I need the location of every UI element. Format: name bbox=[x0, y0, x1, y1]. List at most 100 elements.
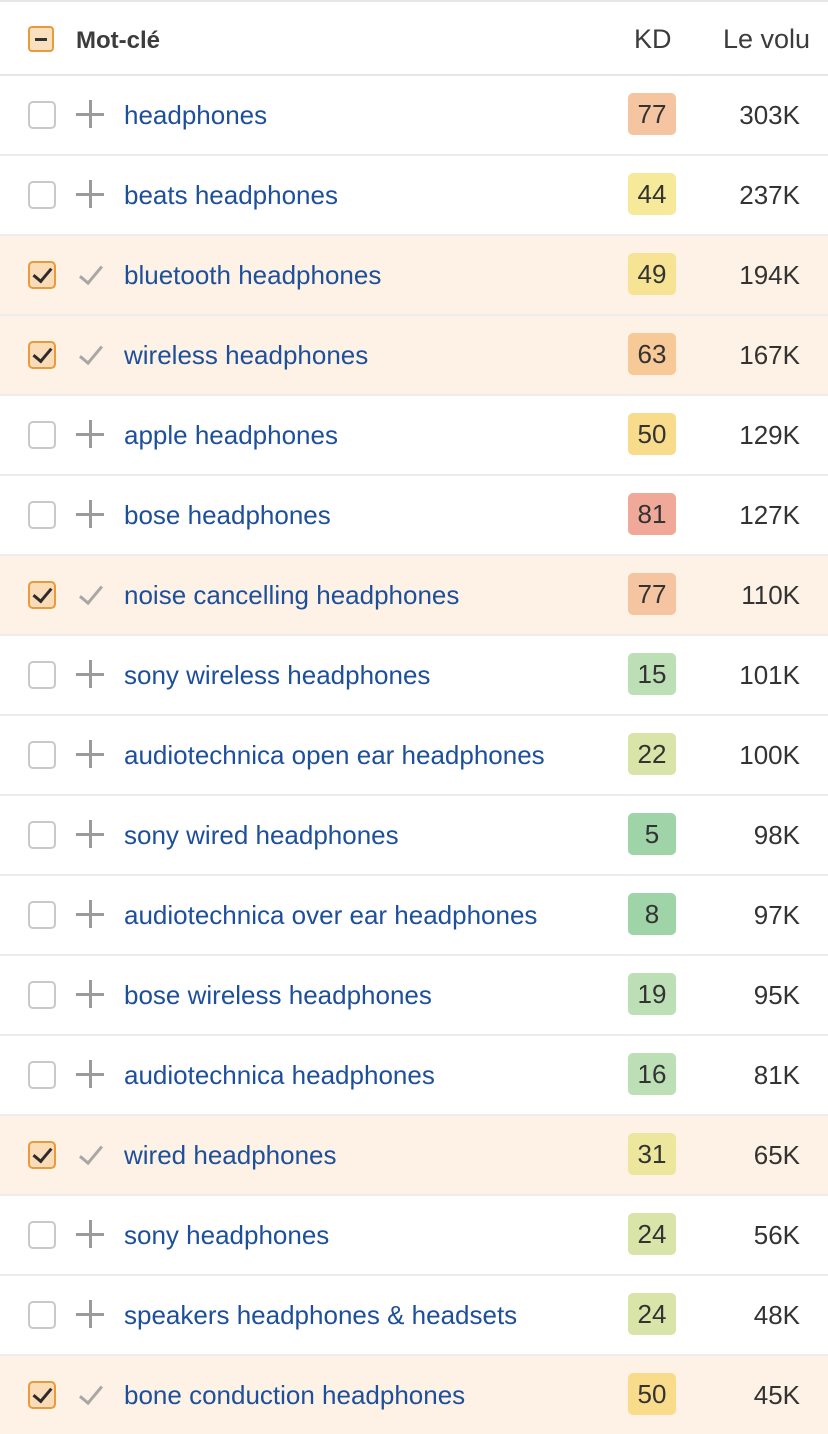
kd-badge: 81 bbox=[628, 493, 676, 535]
kd-badge: 16 bbox=[628, 1053, 676, 1095]
keyword-link[interactable]: beats headphones bbox=[124, 180, 338, 210]
table-body: headphones 77 303K beats headphones 44 237K bl… bbox=[0, 76, 828, 1434]
volume-value: 98K bbox=[753, 820, 800, 850]
row-checkbox[interactable] bbox=[28, 981, 56, 1009]
keyword-link[interactable]: bose headphones bbox=[124, 500, 331, 530]
add-plus-icon[interactable] bbox=[76, 740, 104, 768]
table-row: wired headphones 31 65K bbox=[0, 1116, 828, 1196]
keyword-link[interactable]: sony wireless headphones bbox=[124, 660, 431, 690]
row-checkbox[interactable] bbox=[28, 741, 56, 769]
keyword-link[interactable]: bone conduction headphones bbox=[124, 1380, 466, 1410]
volume-column-header[interactable]: Le volu bbox=[723, 24, 811, 54]
add-plus-icon[interactable] bbox=[76, 420, 104, 448]
row-checkbox[interactable] bbox=[28, 1221, 56, 1249]
checkmark-icon bbox=[32, 1382, 53, 1404]
row-checkbox[interactable] bbox=[28, 421, 56, 449]
keyword-link[interactable]: sony headphones bbox=[124, 1220, 330, 1250]
volume-value: 48K bbox=[753, 1300, 800, 1330]
kd-badge: 15 bbox=[628, 653, 676, 695]
table-row: speakers headphones & headsets 24 48K bbox=[0, 1276, 828, 1356]
kd-badge: 19 bbox=[628, 973, 676, 1015]
kd-badge: 77 bbox=[628, 93, 676, 135]
row-checkbox[interactable] bbox=[28, 341, 56, 369]
table-row: bose wireless headphones 19 95K bbox=[0, 956, 828, 1036]
keyword-link[interactable]: wired headphones bbox=[124, 1140, 337, 1170]
add-plus-icon[interactable] bbox=[76, 900, 104, 928]
added-check-icon[interactable] bbox=[76, 1380, 104, 1408]
kd-badge: 44 bbox=[628, 173, 676, 215]
kd-badge: 24 bbox=[628, 1293, 676, 1335]
select-all-checkbox[interactable] bbox=[28, 26, 54, 52]
kd-badge: 49 bbox=[628, 253, 676, 295]
keyword-link[interactable]: wireless headphones bbox=[124, 340, 369, 370]
row-checkbox[interactable] bbox=[28, 501, 56, 529]
add-plus-icon[interactable] bbox=[76, 100, 104, 128]
volume-value: 110K bbox=[741, 580, 800, 610]
added-check-icon[interactable] bbox=[76, 580, 104, 608]
table-row: noise cancelling headphones 77 110K bbox=[0, 556, 828, 636]
volume-value: 303K bbox=[739, 100, 800, 130]
keyword-link[interactable]: bose wireless headphones bbox=[124, 980, 432, 1010]
keyword-column-header[interactable]: Mot-clé bbox=[76, 27, 160, 54]
keyword-link[interactable]: bluetooth headphones bbox=[124, 260, 382, 290]
table-row: audiotechnica over ear headphones 8 97K bbox=[0, 876, 828, 956]
table-row: audiotechnica open ear headphones 22 100K bbox=[0, 716, 828, 796]
kd-badge: 31 bbox=[628, 1133, 676, 1175]
add-plus-icon[interactable] bbox=[76, 1300, 104, 1328]
keyword-link[interactable]: noise cancelling headphones bbox=[124, 580, 460, 610]
kd-column-header[interactable]: KD bbox=[634, 24, 672, 54]
add-plus-icon[interactable] bbox=[76, 1060, 104, 1088]
checkmark-icon bbox=[32, 342, 53, 364]
row-checkbox[interactable] bbox=[28, 1301, 56, 1329]
row-checkbox[interactable] bbox=[28, 1381, 56, 1409]
add-plus-icon[interactable] bbox=[76, 1220, 104, 1248]
row-checkbox[interactable] bbox=[28, 661, 56, 689]
added-check-icon[interactable] bbox=[76, 340, 104, 368]
table-row: wireless headphones 63 167K bbox=[0, 316, 828, 396]
table-row: sony wired headphones 5 98K bbox=[0, 796, 828, 876]
volume-value: 45K bbox=[753, 1380, 800, 1410]
table-row: bluetooth headphones 49 194K bbox=[0, 236, 828, 316]
table-row: audiotechnica headphones 16 81K bbox=[0, 1036, 828, 1116]
add-plus-icon[interactable] bbox=[76, 660, 104, 688]
checkmark-icon bbox=[32, 262, 53, 284]
keyword-link[interactable]: apple headphones bbox=[124, 420, 338, 450]
row-checkbox[interactable] bbox=[28, 901, 56, 929]
keyword-link[interactable]: audiotechnica open ear headphones bbox=[124, 740, 545, 770]
row-checkbox[interactable] bbox=[28, 1141, 56, 1169]
kd-badge: 24 bbox=[628, 1213, 676, 1255]
add-plus-icon[interactable] bbox=[76, 820, 104, 848]
row-checkbox[interactable] bbox=[28, 181, 56, 209]
keyword-link[interactable]: audiotechnica headphones bbox=[124, 1060, 435, 1090]
volume-value: 65K bbox=[753, 1140, 800, 1170]
kd-badge: 50 bbox=[628, 413, 676, 455]
add-plus-icon[interactable] bbox=[76, 980, 104, 1008]
table-row: bose headphones 81 127K bbox=[0, 476, 828, 556]
added-check-icon[interactable] bbox=[76, 1140, 104, 1168]
row-checkbox[interactable] bbox=[28, 821, 56, 849]
kd-badge: 5 bbox=[628, 813, 676, 855]
add-plus-icon[interactable] bbox=[76, 500, 104, 528]
minus-icon bbox=[35, 38, 47, 41]
keyword-link[interactable]: audiotechnica over ear headphones bbox=[124, 900, 538, 930]
checkmark-icon bbox=[32, 582, 53, 604]
kd-badge: 22 bbox=[628, 733, 676, 775]
kd-badge: 50 bbox=[628, 1373, 676, 1415]
added-check-icon[interactable] bbox=[76, 260, 104, 288]
volume-value: 95K bbox=[753, 980, 800, 1010]
table-row: sony wireless headphones 15 101K bbox=[0, 636, 828, 716]
table-row: apple headphones 50 129K bbox=[0, 396, 828, 476]
volume-value: 101K bbox=[739, 660, 800, 690]
row-checkbox[interactable] bbox=[28, 261, 56, 289]
volume-value: 81K bbox=[753, 1060, 800, 1090]
table-row: headphones 77 303K bbox=[0, 76, 828, 156]
row-checkbox[interactable] bbox=[28, 1061, 56, 1089]
volume-value: 194K bbox=[739, 260, 800, 290]
row-checkbox[interactable] bbox=[28, 101, 56, 129]
row-checkbox[interactable] bbox=[28, 581, 56, 609]
keyword-link[interactable]: sony wired headphones bbox=[124, 820, 399, 850]
add-plus-icon[interactable] bbox=[76, 180, 104, 208]
keyword-link[interactable]: headphones bbox=[124, 100, 268, 130]
keyword-link[interactable]: speakers headphones & headsets bbox=[124, 1300, 518, 1330]
table-header: Mot-clé KD Le volu bbox=[0, 0, 828, 76]
